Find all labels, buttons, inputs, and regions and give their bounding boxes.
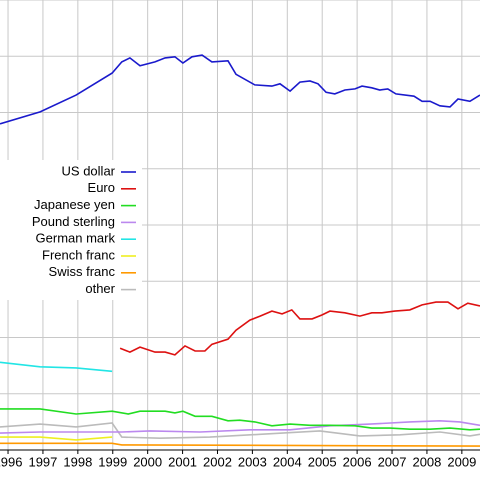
x-tick-label: 2005	[308, 454, 337, 469]
series-line	[0, 419, 480, 434]
legend-label: French franc	[42, 247, 115, 262]
x-axis: 1996 1997 1998 1999 2000 2001 2002 2003 2004 2005…	[0, 449, 480, 469]
legend-box	[0, 160, 142, 300]
series-line	[0, 436, 113, 441]
x-tick-label: 2009	[447, 454, 476, 469]
x-tick-label: 2003	[238, 454, 267, 469]
x-tick-label: 1999	[98, 454, 127, 469]
x-tick-label: 2002	[203, 454, 232, 469]
series-line	[119, 301, 480, 356]
series-line	[0, 422, 480, 440]
x-tick-label: 2007	[378, 454, 407, 469]
grid	[0, 0, 480, 451]
x-tick-label: 2008	[412, 454, 441, 469]
series-line	[0, 361, 113, 373]
series-line	[0, 408, 480, 431]
x-tick-label: 1998	[63, 454, 92, 469]
x-tick-label: 2000	[133, 454, 162, 469]
x-tick-label: 1997	[28, 454, 57, 469]
legend-label: Euro	[88, 180, 115, 195]
legend-label: German mark	[36, 231, 116, 246]
legend-label: Japanese yen	[34, 197, 115, 212]
x-tick-label: 2004	[273, 454, 302, 469]
legend-label: Pound sterling	[32, 214, 115, 229]
x-tick-label: 2006	[343, 454, 372, 469]
plot-lines	[0, 54, 480, 447]
series-line	[0, 54, 480, 125]
series-line	[0, 442, 480, 447]
x-tick-label: 1996	[0, 454, 22, 469]
legend-label: other	[85, 281, 115, 296]
x-tick-label: 2001	[168, 454, 197, 469]
legend-label: Swiss franc	[49, 264, 116, 279]
legend-label: US dollar	[62, 163, 116, 178]
legend: US dollar Euro Japanese yen Pound sterling G…	[0, 160, 142, 300]
